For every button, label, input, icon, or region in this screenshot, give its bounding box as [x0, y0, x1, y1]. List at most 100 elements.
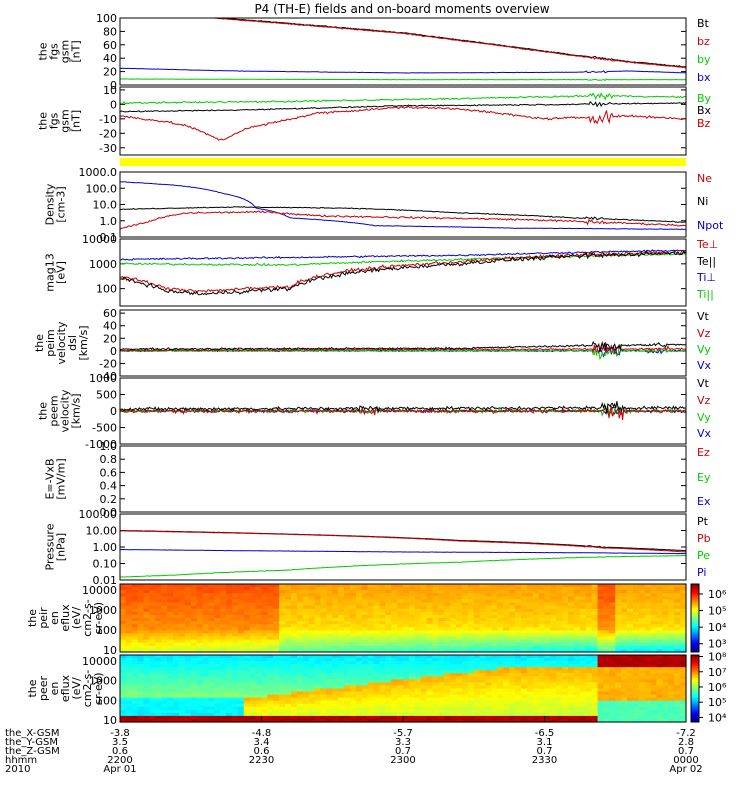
spectrogram-cell [361, 679, 369, 684]
spectrogram-cell [444, 685, 451, 690]
spectrogram-cell [644, 642, 652, 647]
spectrogram-cell [184, 670, 192, 674]
spectrogram-cell [391, 587, 398, 591]
spectrogram-cell [662, 642, 669, 647]
spectrogram-cell [349, 599, 357, 604]
spectrogram-cell [131, 621, 139, 625]
spectrogram-cell [609, 670, 616, 674]
spectrogram-cell [178, 639, 186, 644]
spectrogram-cell [196, 630, 204, 635]
y-tick-label: 10000 [82, 584, 117, 597]
spectrogram-cell [621, 661, 628, 665]
spectrogram-cell [568, 639, 575, 644]
spectrogram-cell [562, 605, 569, 610]
spectrogram-cell [332, 682, 339, 687]
spectrogram-cell [391, 611, 398, 616]
spectrogram-cell [479, 587, 487, 591]
spectrogram-cell [526, 627, 534, 631]
spectrogram-cell [603, 618, 610, 622]
spectrogram-cell [290, 605, 298, 610]
spectrogram-cell [579, 605, 587, 610]
spectrogram-cell [125, 664, 133, 668]
spectrogram-cell [208, 709, 215, 714]
spectrogram-cell [573, 703, 581, 708]
spectrogram-cell [355, 614, 363, 619]
spectrogram-cell [573, 688, 581, 693]
spectrogram-cell [426, 706, 434, 711]
spectrogram-cell [515, 673, 522, 677]
spectrogram-cell [479, 584, 487, 588]
colorbar-segment [691, 670, 699, 673]
spectrogram-cell [473, 694, 481, 699]
spectrogram-cell [273, 700, 280, 705]
spectrogram-cell [338, 645, 345, 650]
spectrogram-cell [290, 645, 298, 650]
spectrogram-cell [473, 691, 481, 696]
spectrogram-cell [143, 605, 151, 610]
spectrogram-cell [467, 636, 475, 641]
spectrogram-cell [361, 661, 369, 665]
spectrogram-cell [249, 584, 257, 588]
spectrogram-cell [609, 605, 616, 610]
spectrogram-cell [461, 712, 469, 717]
spectrogram-cell [161, 633, 168, 638]
spectrogram-cell [526, 608, 534, 613]
spectrogram-cell [326, 593, 333, 597]
spectrogram-cell [609, 673, 616, 677]
spectrogram-cell [562, 706, 569, 711]
spectrogram-cell [290, 611, 298, 616]
spectrogram-cell [190, 596, 198, 601]
spectrogram-cell [632, 706, 640, 711]
spectrogram-cell [137, 614, 145, 619]
spectrogram-cell [444, 599, 451, 604]
spectrogram-cell [444, 621, 451, 625]
spectrogram-cell [161, 664, 168, 668]
spectrogram-cell [568, 682, 575, 687]
spectrogram-cell [314, 599, 322, 604]
spectrogram-cell [190, 667, 198, 671]
spectrogram-cell [473, 630, 481, 635]
spectrogram-cell [662, 685, 669, 690]
spectrogram-cell [320, 599, 327, 604]
spectrogram-cell [450, 584, 457, 588]
spectrogram-cell [562, 661, 569, 665]
spectrogram-cell [320, 679, 327, 684]
series-line-3-Te|| [119, 250, 687, 296]
spectrogram-cell [379, 697, 386, 702]
spectrogram-cell [296, 602, 304, 607]
spectrogram-cell [285, 602, 292, 607]
spectrogram-cell [173, 670, 180, 674]
spectrogram-cell [155, 685, 162, 690]
spectrogram-cell [249, 664, 257, 668]
spectrogram-cell [167, 648, 174, 653]
colorbar-segment [691, 619, 699, 622]
legend-Npot: Npot [697, 219, 724, 232]
spectrogram-cell [526, 679, 534, 684]
spectrogram-cell [214, 706, 221, 711]
spectrogram-cell [662, 627, 669, 631]
spectrogram-cell [621, 673, 628, 677]
spectrogram-cell [232, 679, 239, 684]
spectrogram-cell [178, 621, 186, 625]
spectrogram-cell [597, 664, 605, 668]
spectrogram-cell [243, 682, 251, 687]
spectrogram-cell [450, 624, 457, 628]
series-line-0-by [119, 78, 687, 82]
spectrogram-cell [408, 715, 416, 720]
spectrogram-cell [208, 661, 215, 665]
spectrogram-cell [414, 599, 422, 604]
spectrogram-cell [220, 658, 227, 662]
spectrogram-cell [408, 661, 416, 665]
spectrogram-cell [403, 658, 410, 662]
spectrogram-cell [120, 618, 127, 622]
panel-2-ylabel: thefgsgsm[nT] [37, 109, 83, 132]
spectrogram-cell [556, 709, 563, 714]
spectrogram-cell [255, 679, 263, 684]
spectrogram-cell [120, 645, 127, 650]
spectrogram-cell [591, 614, 599, 619]
spectrogram-cell [279, 621, 286, 625]
spectrogram-cell [450, 621, 457, 625]
colorbar-segment [691, 720, 699, 723]
spectrogram-cell [397, 706, 404, 711]
